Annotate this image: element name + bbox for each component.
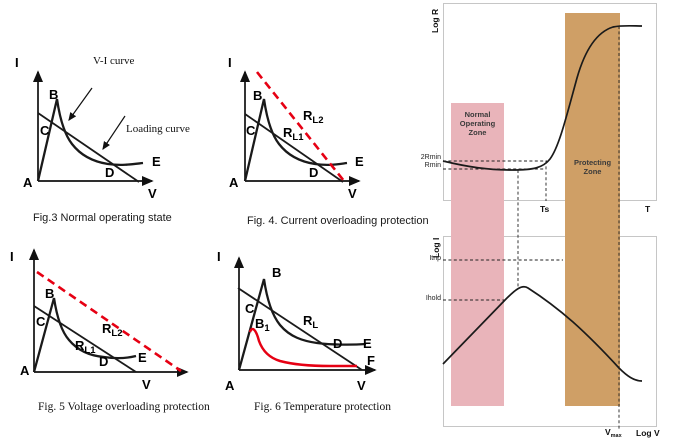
fig3-point-b: B (49, 87, 59, 102)
fig3-plot (32, 70, 154, 187)
fig6-point-e: E (363, 336, 372, 351)
fig3-loading-arrow (102, 115, 126, 150)
vmax-label: Vmax (605, 427, 622, 439)
fig4-rl2-label: RL2 (303, 108, 324, 126)
resistance-curve (442, 24, 643, 171)
log-v-axis-label: Log V (636, 428, 660, 438)
fig4-loading-line-rl1 (244, 113, 344, 183)
fig5-plot (28, 248, 189, 378)
ref-label-ihold: Ihold (425, 295, 441, 302)
fig5-point-b: B (45, 286, 55, 301)
fig5-overload-line-rl2 (36, 270, 182, 373)
ref-label-2rmin: 2Rmin (420, 154, 441, 161)
fig3-point-d: D (105, 165, 115, 180)
fig3-vi-arrow (68, 87, 93, 121)
fig6-point-a: A (225, 378, 235, 393)
fig5-y-axis-label: I (10, 249, 14, 264)
fig3-vi-curve-annotation: V-I curve (93, 55, 135, 67)
fig3-y-axis-label: I (15, 55, 19, 70)
fig6-vi-curve (237, 278, 367, 371)
fig6-rl-label: RL (303, 313, 319, 331)
fig3-x-axis-label: V (148, 186, 157, 201)
ts-tick-label: Ts (540, 204, 550, 214)
fig4-point-a: A (229, 175, 239, 190)
fig5-point-a: A (20, 363, 30, 378)
fig4-overload-line-rl2 (255, 71, 346, 182)
fig4-point-c: C (246, 123, 256, 138)
fig3-loading-curve-annotation: Loading curve (126, 123, 190, 135)
fig6-point-d: D (333, 336, 343, 351)
fig3-point-c: C (40, 123, 50, 138)
fig5-loading-line-rl1 (33, 305, 137, 373)
fig6-point-b: B (272, 265, 282, 280)
fig3-caption: Fig.3 Normal operating state (33, 212, 172, 224)
fig6-plot (233, 256, 377, 376)
fig6-x-axis-label: V (357, 378, 366, 393)
normal-operating-zone-label: Normal Operating Zone (459, 110, 496, 137)
fig5-caption: Fig. 5 Voltage overloading protection (38, 401, 210, 413)
fig5-x-axis-label: V (142, 377, 151, 392)
fig6-point-f: F (367, 353, 375, 368)
fig4-plot (239, 70, 361, 187)
fig5-point-d: D (99, 354, 109, 369)
fig4-y-axis-label: I (228, 55, 232, 70)
fig6-loading-line-rl (237, 287, 363, 371)
normal-operating-zone-band (451, 103, 504, 406)
ref-label-rmin: Rmin (424, 162, 441, 169)
fig4-caption: Fig. 4. Current overloading protection (247, 215, 429, 227)
fig6-tripped-curve (248, 327, 357, 368)
fig6-point-b1: B1 (255, 316, 270, 334)
fig4-point-d: D (309, 165, 319, 180)
protecting-zone-label: Protecting Zone (573, 158, 612, 176)
fig5-rl2-label: RL2 (102, 321, 123, 339)
fig5-rl1-label: RL1 (75, 338, 96, 356)
fig3-point-a: A (23, 175, 33, 190)
fig4-x-axis-label: V (348, 186, 357, 201)
fig6-caption: Fig. 6 Temperature protection (254, 401, 391, 413)
fig5-vi-curve (32, 297, 137, 373)
fig3-loading-line (37, 112, 140, 183)
fig6-point-c: C (245, 301, 255, 316)
fig3-vi-curve (36, 98, 144, 182)
ref-label-itrip: Itrip (429, 255, 441, 262)
fig4-point-e: E (355, 154, 364, 169)
fig5-point-e: E (138, 350, 147, 365)
log-r-axis-label: Log R (430, 8, 440, 33)
t-axis-label: T (645, 204, 651, 214)
fig6-y-axis-label: I (217, 249, 221, 264)
right-panel-curves (442, 24, 643, 431)
fig4-rl1-label: RL1 (283, 125, 304, 143)
fig3-point-e: E (152, 154, 161, 169)
current-curve (442, 285, 643, 382)
fig5-point-c: C (36, 314, 46, 329)
fig4-point-b: B (253, 88, 263, 103)
